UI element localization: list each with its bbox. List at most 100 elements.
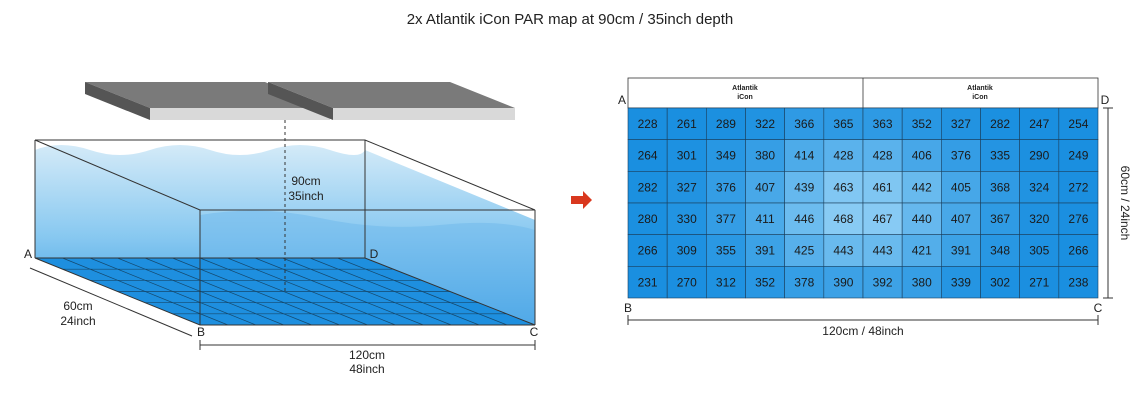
par-value: 365	[833, 117, 853, 131]
par-cell	[941, 107, 981, 140]
par-value: 305	[1029, 244, 1049, 258]
par-value: 264	[638, 149, 658, 163]
par-value: 391	[951, 244, 971, 258]
par-value: 440	[912, 212, 932, 226]
par-value: 439	[794, 180, 814, 194]
par-value: 309	[677, 244, 697, 258]
width-cm: 60cm	[63, 299, 92, 313]
par-value: 261	[677, 117, 697, 131]
width-label: 60cm / 24inch	[1118, 166, 1132, 241]
par-value: 330	[677, 212, 697, 226]
par-value: 407	[951, 212, 971, 226]
corner: A	[618, 93, 626, 107]
par-value: 271	[1029, 275, 1049, 289]
par-cell	[1058, 202, 1099, 235]
par-cell	[706, 171, 746, 204]
par-cell	[862, 266, 903, 299]
par-value: 414	[794, 149, 814, 163]
par-value: 363	[873, 117, 893, 131]
par-cell	[980, 202, 1020, 235]
par-value: 280	[638, 212, 658, 226]
corner: C	[1094, 301, 1103, 315]
par-map: 228 261 289 322 366 365 363 352 327 282 247 254 264 3…	[627, 77, 1113, 325]
par-value: 468	[833, 212, 853, 226]
par-value: 368	[990, 180, 1010, 194]
light-name: iCon	[737, 94, 753, 101]
par-value: 378	[794, 275, 814, 289]
par-value: 405	[951, 180, 971, 194]
par-cell	[745, 139, 785, 172]
par-cell	[745, 266, 785, 299]
par-value: 339	[951, 275, 971, 289]
length-label: 120cm / 48inch	[822, 324, 903, 338]
par-value: 348	[990, 244, 1010, 258]
par-value: 428	[833, 149, 853, 163]
par-value: 392	[873, 275, 893, 289]
par-value: 391	[755, 244, 775, 258]
depth-cm: 90cm	[291, 174, 320, 188]
par-cell	[784, 234, 825, 267]
par-value: 390	[833, 275, 853, 289]
light-name: iCon	[972, 94, 988, 101]
par-value: 320	[1029, 212, 1049, 226]
par-cell	[1019, 266, 1060, 299]
par-value: 282	[638, 180, 658, 194]
par-cell	[980, 171, 1020, 204]
depth-inch: 35inch	[288, 189, 323, 203]
par-value: 266	[638, 244, 658, 258]
par-cell	[823, 171, 864, 204]
par-value: 289	[716, 117, 736, 131]
par-cell	[666, 139, 707, 172]
par-value: 443	[833, 244, 853, 258]
corner: B	[197, 325, 205, 339]
par-value: 461	[873, 180, 893, 194]
par-value: 352	[912, 117, 932, 131]
par-value: 380	[912, 275, 932, 289]
par-value: 276	[1068, 212, 1088, 226]
par-cell	[823, 202, 864, 235]
par-cell	[980, 234, 1020, 267]
par-cell	[1058, 107, 1099, 140]
par-value: 380	[755, 149, 775, 163]
par-cell	[1019, 171, 1060, 204]
par-cell	[941, 202, 981, 235]
title: 2x Atlantik iCon PAR map at 90cm / 35inc…	[407, 11, 734, 28]
par-value: 406	[912, 149, 932, 163]
tank-illustration	[29, 82, 536, 350]
par-value: 407	[755, 180, 775, 194]
par-cell	[941, 139, 981, 172]
par-cell	[862, 234, 903, 267]
par-value: 335	[990, 149, 1010, 163]
par-cell	[980, 266, 1020, 299]
par-value: 377	[716, 212, 736, 226]
par-value: 446	[794, 212, 814, 226]
corner: D	[1101, 93, 1110, 107]
par-cell	[980, 107, 1020, 140]
corner: A	[24, 247, 32, 261]
par-cell	[823, 107, 864, 140]
par-value: 290	[1029, 149, 1049, 163]
light-name: Atlantik	[732, 85, 758, 92]
par-value: 355	[716, 244, 736, 258]
par-value: 312	[716, 275, 736, 289]
par-cell	[745, 107, 785, 140]
corner: C	[530, 325, 539, 339]
length-cm: 120cm	[349, 348, 385, 362]
par-cell	[901, 171, 942, 204]
par-value: 327	[951, 117, 971, 131]
par-cell	[706, 234, 746, 267]
par-value: 254	[1068, 117, 1088, 131]
par-value: 376	[716, 180, 736, 194]
par-cell	[784, 171, 825, 204]
par-value: 367	[990, 212, 1010, 226]
par-value: 324	[1029, 180, 1049, 194]
par-value: 352	[755, 275, 775, 289]
par-cell	[901, 107, 942, 140]
width-inch: 24inch	[60, 314, 95, 328]
par-cell	[1058, 171, 1099, 204]
par-cell	[627, 171, 668, 204]
par-cell	[627, 266, 668, 299]
par-cell	[784, 107, 825, 140]
par-value: 272	[1068, 180, 1088, 194]
